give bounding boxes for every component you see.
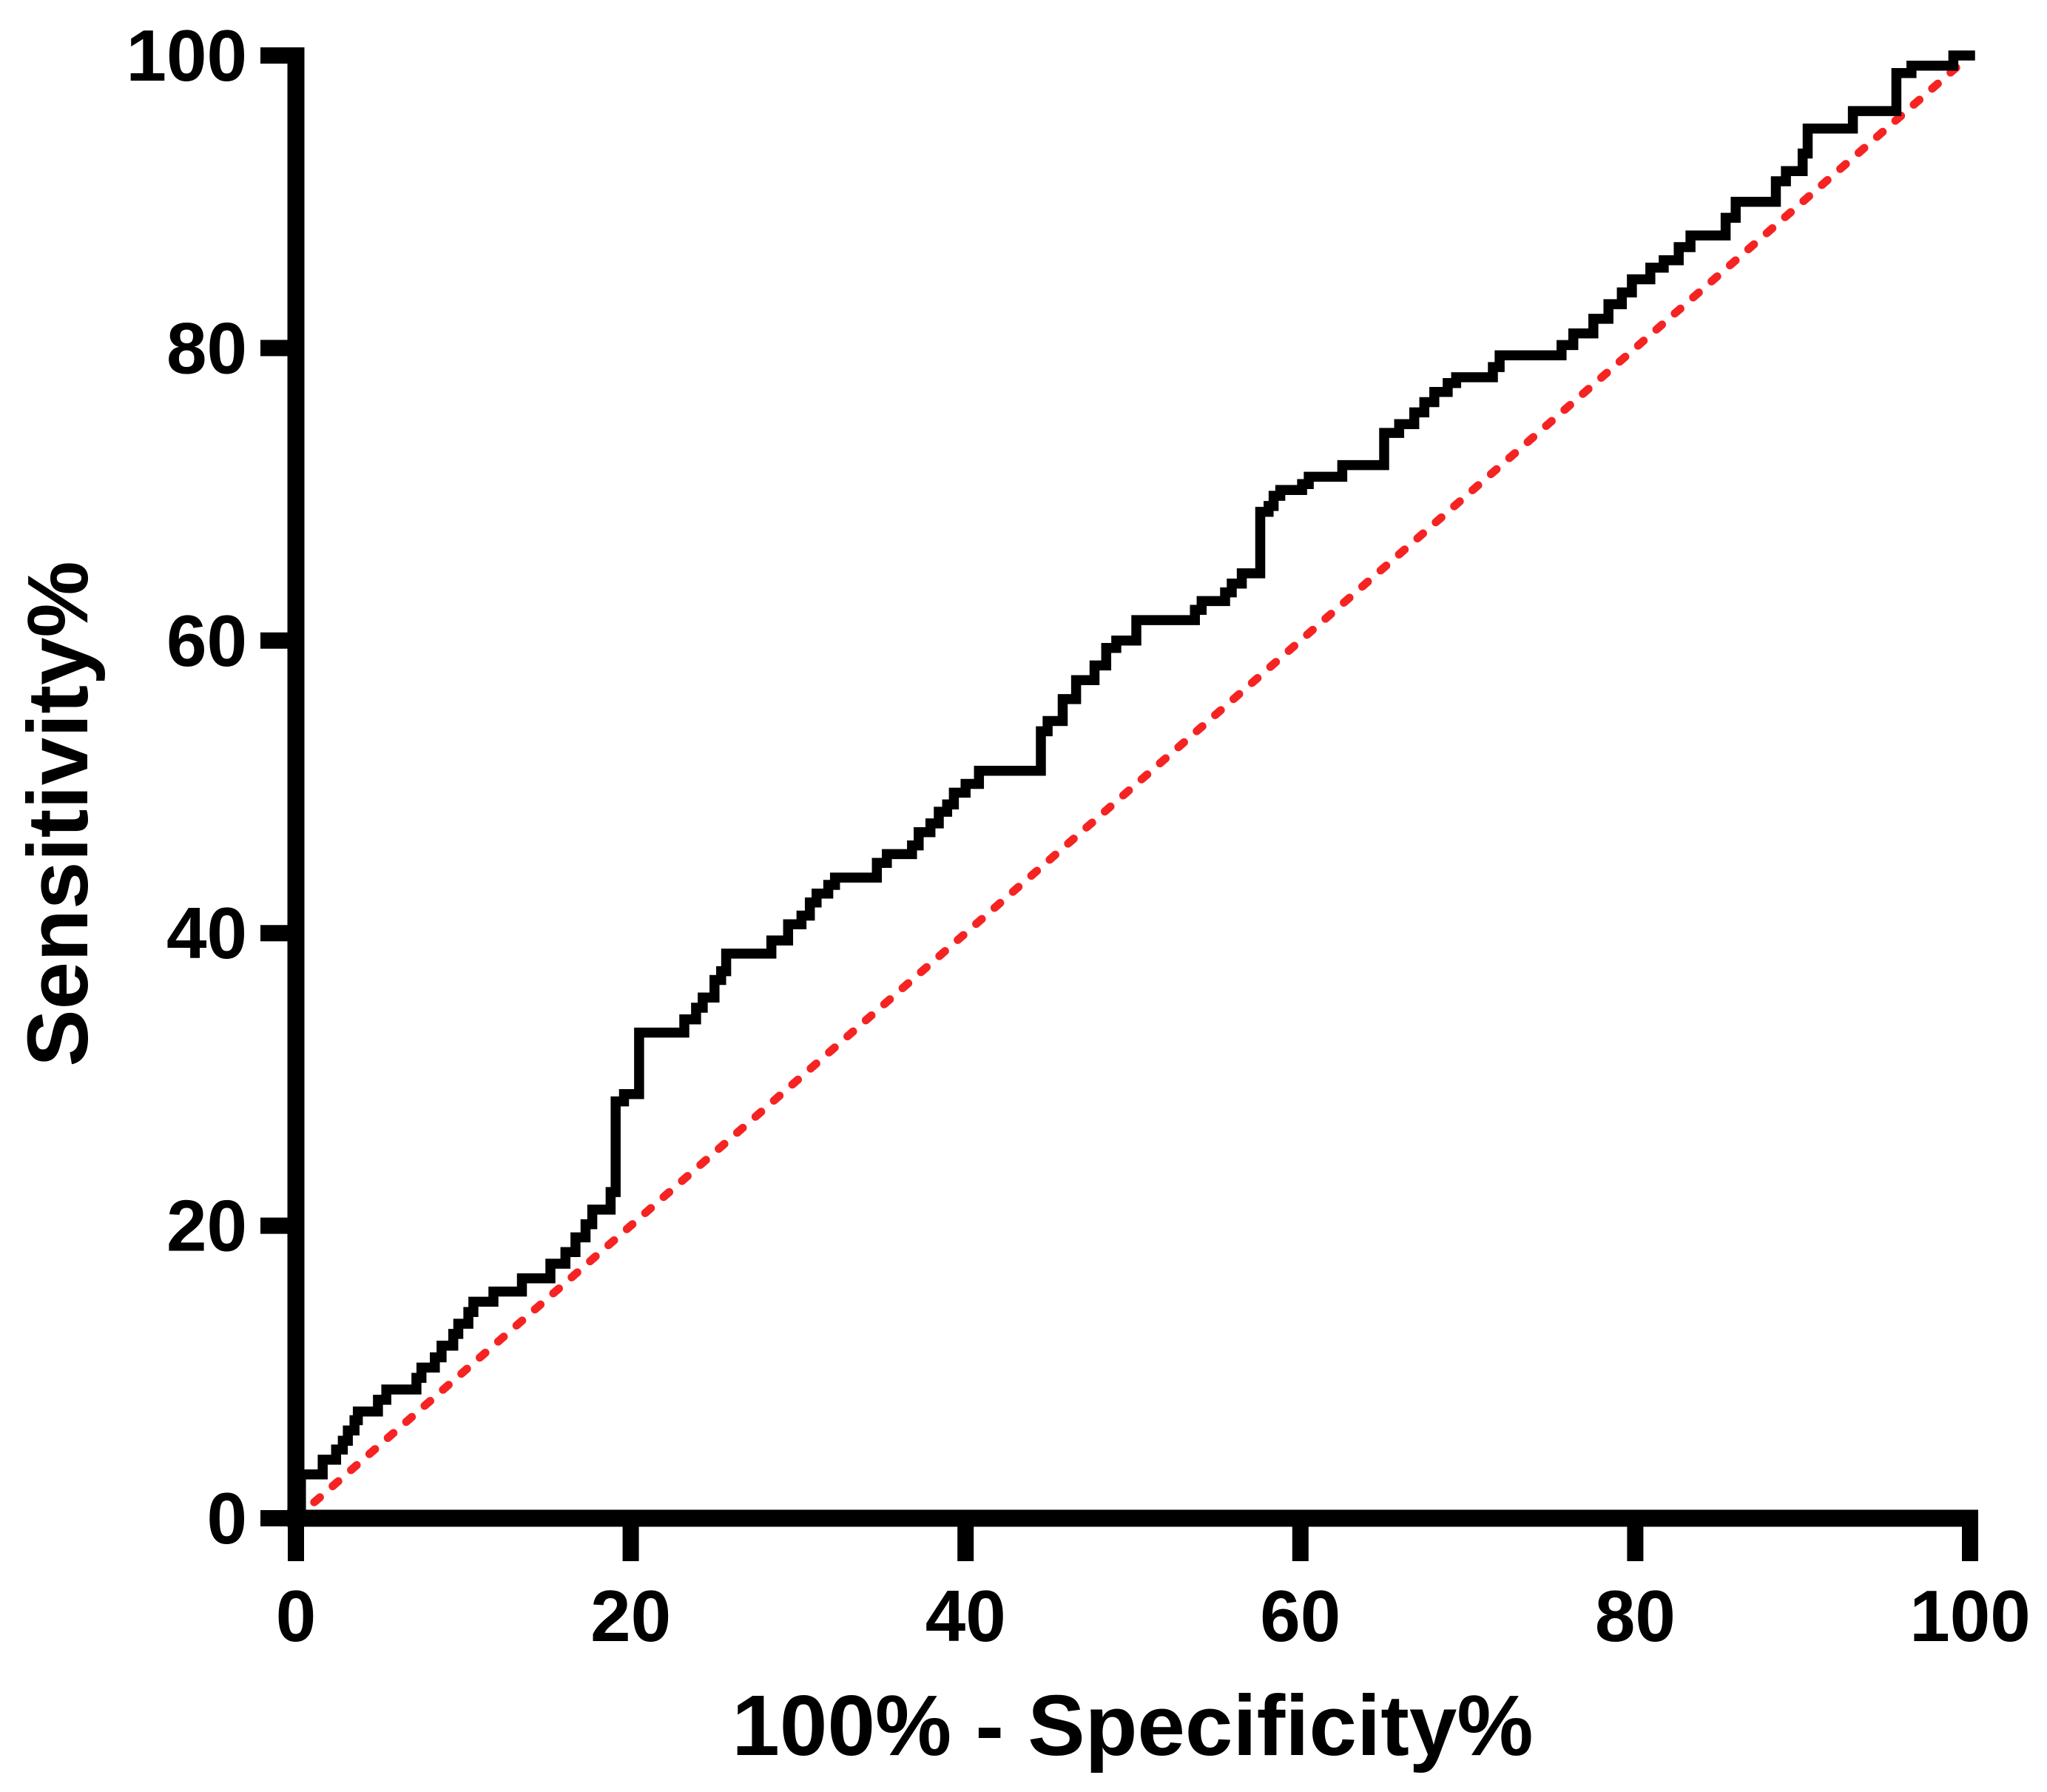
x-tick-label: 60 (1260, 1575, 1341, 1657)
roc-curve-line (291, 50, 1975, 1523)
y-tick-label: 100 (126, 15, 247, 96)
reference-diagonal (291, 51, 1975, 1523)
x-tick-label: 0 (276, 1575, 317, 1657)
x-tick-label: 40 (925, 1575, 1006, 1657)
y-tick-labels: 0 20 40 60 80 100 (126, 15, 247, 1559)
chance-diagonal-line (291, 51, 1975, 1523)
y-axis-title: Sensitivity% (10, 561, 106, 1066)
y-tick-label: 0 (206, 1478, 247, 1559)
x-tick-labels: 0 20 40 60 80 100 (276, 1575, 2031, 1657)
y-tick-label: 20 (166, 1185, 247, 1267)
x-tick-label: 20 (590, 1575, 671, 1657)
y-tick-label: 60 (166, 600, 247, 681)
y-tick-label: 40 (166, 892, 247, 974)
x-tick-label: 100 (1909, 1575, 2031, 1657)
x-axis-title: 100% - Specificity% (732, 1677, 1533, 1774)
axis-ticks (260, 47, 1978, 1561)
x-tick-label: 80 (1595, 1575, 1676, 1657)
roc-curve (291, 50, 1975, 1523)
axis-spines (287, 47, 1978, 1527)
axes (260, 47, 1978, 1561)
y-tick-label: 80 (166, 307, 247, 388)
